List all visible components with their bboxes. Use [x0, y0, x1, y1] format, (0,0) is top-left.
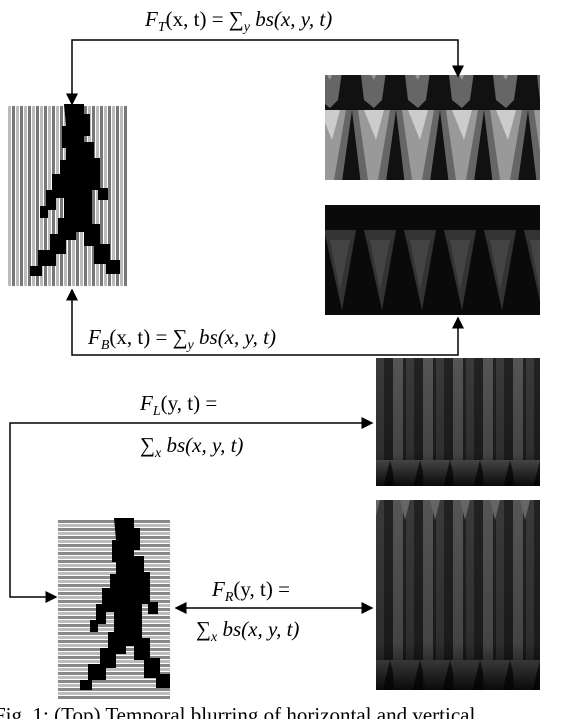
- formula: FR(y, t) =: [211, 577, 290, 605]
- figure: FT(x, t) = ∑y bs(x, y, t) FB(x, t) = ∑y …: [0, 0, 570, 719]
- caption: Fig. 1: (Top) Temporal blurring of horiz…: [0, 703, 475, 719]
- formula: FL(y, t) =: [139, 391, 217, 419]
- formula: ∑x bs(x, y, t): [140, 433, 243, 461]
- shade: [376, 500, 540, 690]
- formula: ∑x bs(x, y, t): [196, 617, 299, 645]
- formula: FT(x, t) = ∑y bs(x, y, t): [144, 7, 332, 35]
- formula: FB(x, t) = ∑y bs(x, y, t): [87, 325, 276, 353]
- page: {"formulas": { "top": {"name": "F", "sub…: [0, 0, 570, 724]
- temporal-image: [325, 205, 540, 315]
- temporal-image: [325, 75, 540, 180]
- shade: [376, 358, 540, 486]
